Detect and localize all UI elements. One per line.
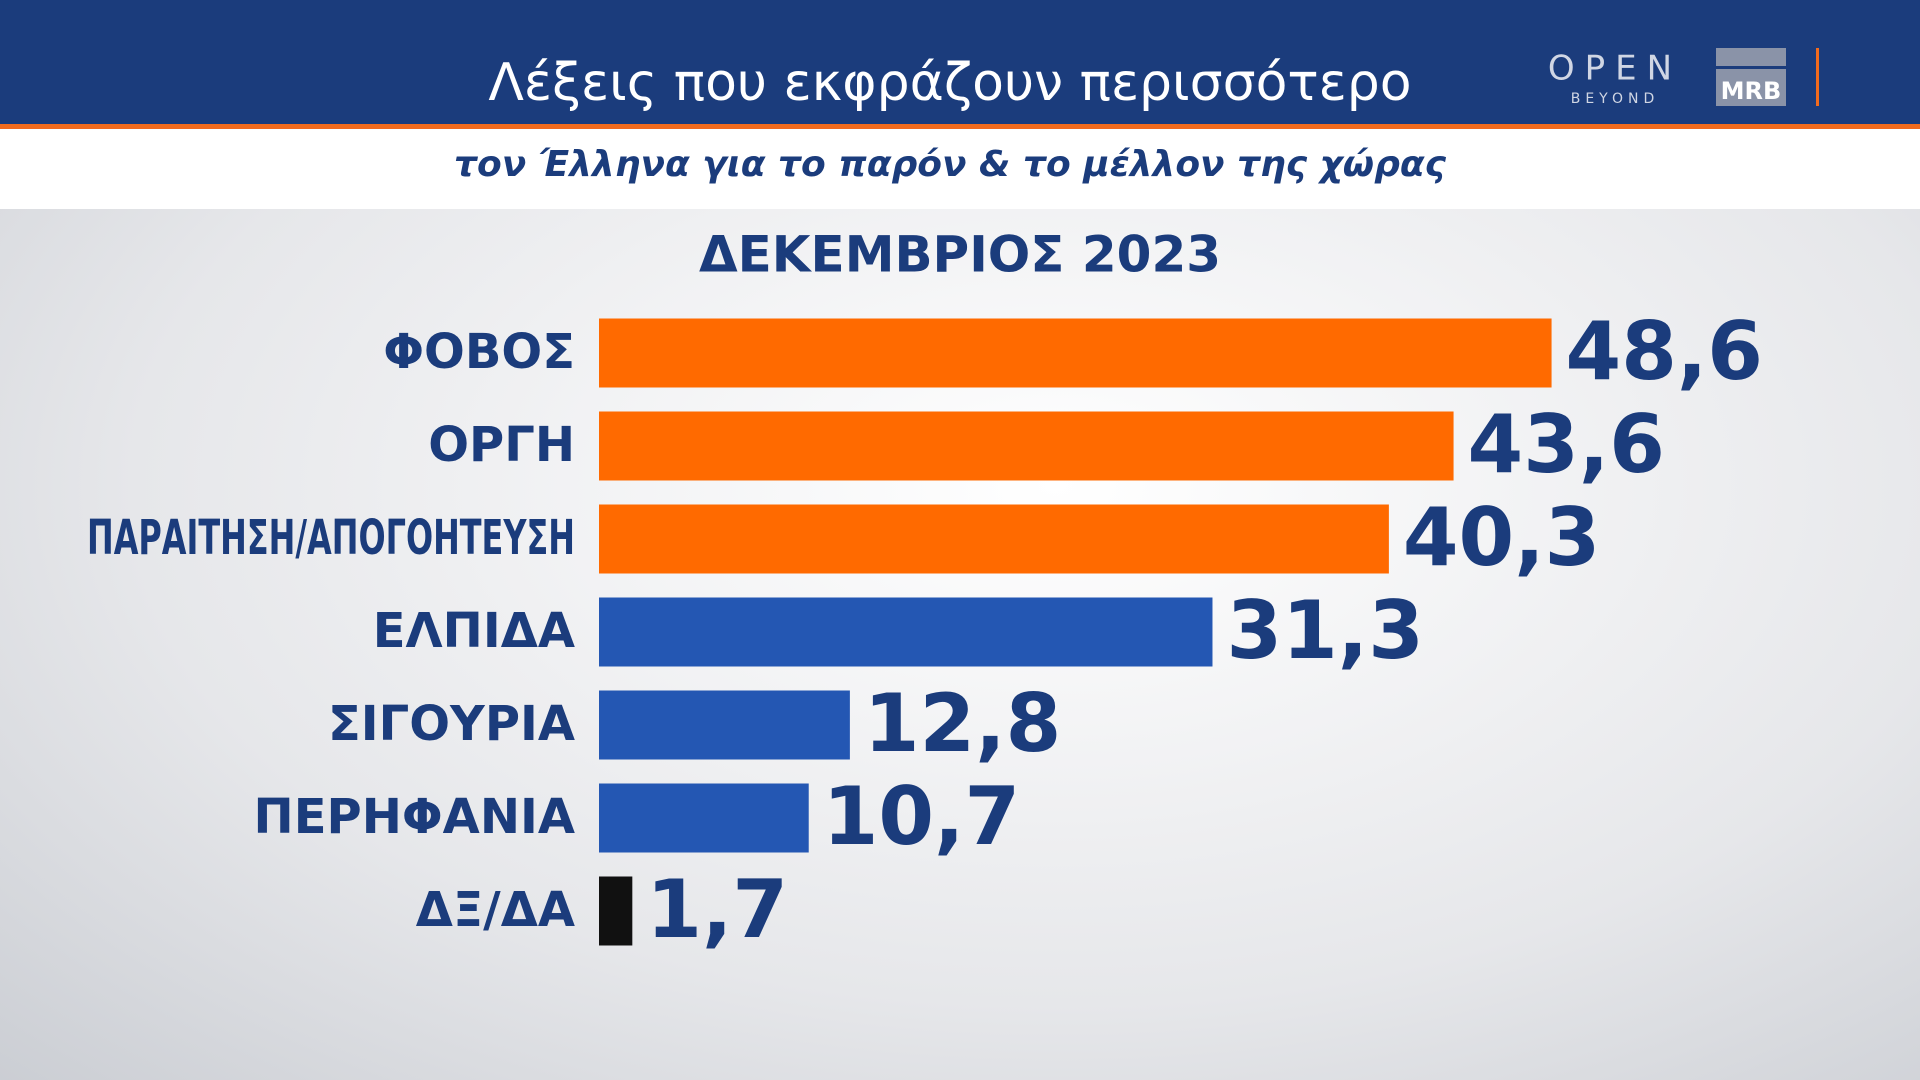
value-label: 48,6: [1566, 305, 1763, 398]
category-label: ΣΙΓΟΥΡΙΑ: [328, 696, 575, 752]
channel-tagline: BEYOND: [1571, 91, 1660, 107]
category-label: ΔΞ/ΔΑ: [416, 882, 575, 938]
chart-subtitle: τον Έλληνα για το παρόν & το μέλλον της …: [454, 144, 1447, 185]
category-label: ΠΑΡΑΙΤΗΣΗ/ΑΠΟΓΟΗΤΕΥΣΗ: [87, 510, 575, 566]
bar: [599, 504, 1389, 574]
subtitle-band: [0, 129, 1920, 209]
pollster-logo-stripe: [1716, 66, 1786, 69]
bar: [599, 876, 633, 946]
period-label: ΔΕΚΕΜΒΡΙΟΣ 2023: [699, 226, 1221, 284]
bar: [599, 690, 850, 760]
bar: [599, 318, 1552, 388]
chart-title: Λέξεις που εκφράζουν περισσότερο: [488, 53, 1411, 113]
value-label: 40,3: [1403, 491, 1600, 584]
category-label: ΦΟΒΟΣ: [383, 324, 575, 380]
pollster-logo-box: [1716, 48, 1786, 106]
logo-divider: [1816, 48, 1819, 106]
category-label: ΕΛΠΙΔΑ: [373, 603, 575, 659]
value-label: 10,7: [823, 770, 1020, 863]
pollster-logo: MRB: [1721, 77, 1782, 105]
value-label: 1,7: [646, 863, 788, 956]
value-label: 31,3: [1226, 584, 1423, 677]
channel-logo: OPEN: [1548, 49, 1682, 89]
category-label: ΠΕΡΗΦΑΝΙΑ: [254, 789, 575, 845]
category-label: ΟΡΓΗ: [428, 417, 575, 473]
value-label: 12,8: [864, 677, 1061, 770]
header-accent: [0, 124, 1920, 129]
bar: [599, 783, 809, 853]
bar: [599, 411, 1454, 481]
value-label: 43,6: [1468, 398, 1665, 491]
header-band: [0, 0, 1920, 124]
bar: [599, 597, 1213, 667]
